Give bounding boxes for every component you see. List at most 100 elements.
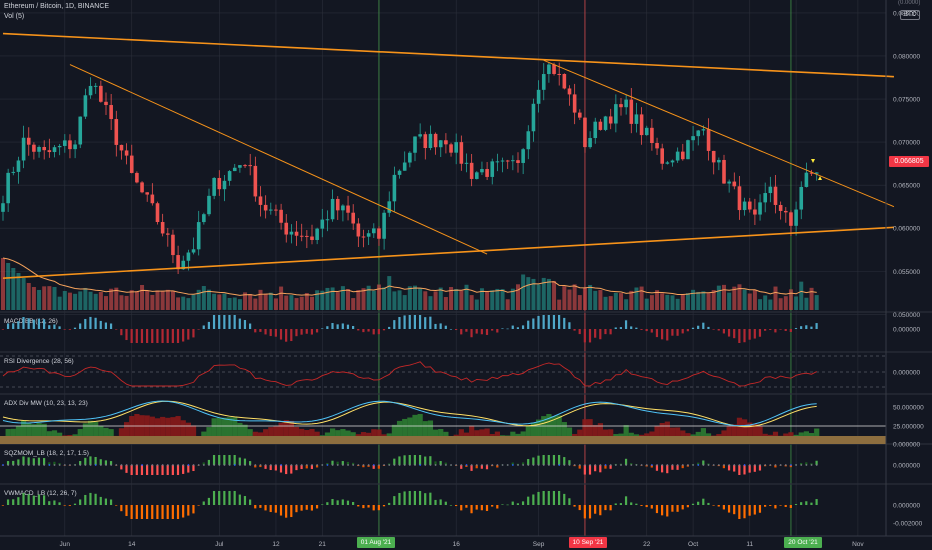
adx-area xyxy=(783,433,789,436)
adx-area xyxy=(139,415,145,436)
sqzmom-dot xyxy=(264,464,267,466)
vwmacd-bar xyxy=(774,505,777,509)
volume-bar xyxy=(98,292,103,310)
volume-bar xyxy=(541,277,546,310)
sqzmom-bar xyxy=(480,465,483,469)
vwmacd-bar xyxy=(727,505,731,513)
volume-bar xyxy=(438,287,443,310)
sqzmom-bar xyxy=(702,460,705,465)
candle-body xyxy=(490,161,495,177)
vwmacd-bar xyxy=(604,505,607,511)
candle-body xyxy=(341,205,345,211)
price-tick-label: 0.085000 xyxy=(893,10,920,17)
sqzmom-bar xyxy=(722,465,725,469)
buy-signal-marker xyxy=(818,176,822,180)
adx-area xyxy=(180,420,186,436)
volume-bar xyxy=(696,291,701,310)
vwmacd-bar xyxy=(331,499,334,505)
volume-bar xyxy=(588,284,593,310)
adx-area xyxy=(67,434,73,436)
trend-lines[interactable] xyxy=(2,32,895,279)
sqzmom-dot xyxy=(259,464,262,466)
adx-area xyxy=(453,434,459,436)
candle-body xyxy=(93,85,98,87)
volume-bar xyxy=(778,298,783,310)
vwmacd-bar xyxy=(552,491,556,505)
macd-histogram-bar xyxy=(352,325,355,329)
candle-body xyxy=(717,159,721,163)
rsi-line xyxy=(2,361,817,387)
vwmacd-bar xyxy=(264,505,267,511)
vwmacd-bar xyxy=(403,491,406,505)
volume-bar xyxy=(310,296,314,310)
sqzmom-bar xyxy=(650,465,653,468)
vwmacd-bar xyxy=(197,505,200,506)
currency-badge[interactable]: BTC xyxy=(900,10,920,20)
macd-histogram-bar xyxy=(326,326,329,329)
adx-area xyxy=(257,432,264,436)
adx-area xyxy=(582,419,588,436)
sqzmom-dot xyxy=(656,464,658,466)
vwmacd-bar xyxy=(516,503,519,505)
candle-body xyxy=(464,162,469,164)
sqzmom-dot xyxy=(445,464,447,466)
vwmacd-bar xyxy=(434,499,437,505)
vwmacd-bar xyxy=(346,500,350,505)
vwmacd-bar xyxy=(743,505,746,519)
sqzmom-bar xyxy=(37,457,41,465)
vwmacd-bar xyxy=(140,505,144,519)
candle-body xyxy=(397,170,402,175)
macd-histogram-bar xyxy=(182,329,185,342)
price-candles[interactable] xyxy=(1,62,819,275)
sqzmom-bar xyxy=(800,462,803,465)
adx-area xyxy=(108,429,114,436)
macd-histogram-bar xyxy=(120,329,123,336)
macd-histogram-bar xyxy=(547,315,550,329)
adx-area xyxy=(690,434,696,436)
macd-histogram-bar xyxy=(197,329,200,330)
candle-body xyxy=(475,172,479,179)
macd-histogram-bar xyxy=(800,326,803,329)
macd-histogram-bar xyxy=(285,329,288,342)
sqzmom-dot xyxy=(815,464,818,466)
candle-body xyxy=(438,140,443,148)
volume-bar xyxy=(783,296,788,310)
sqzmom-dot xyxy=(305,464,308,466)
volume-bar xyxy=(165,289,170,310)
sqzmom-dot xyxy=(99,464,102,466)
volume-bar xyxy=(320,290,325,310)
vwmacd-bar xyxy=(521,501,525,505)
vwmacd-bar xyxy=(537,491,540,505)
sqzmom-bar xyxy=(151,465,154,475)
candle-body xyxy=(696,130,701,137)
adx-area xyxy=(618,433,624,436)
sqzmom-dot xyxy=(810,464,813,466)
adx-area xyxy=(613,434,619,436)
macd-histogram-bar xyxy=(300,329,303,335)
adx-area xyxy=(87,420,94,436)
macd-histogram-bar xyxy=(485,329,489,335)
adx-area xyxy=(536,419,542,436)
sqzmom-dot xyxy=(79,464,82,466)
candle-body xyxy=(655,142,659,149)
macd-histogram-bar xyxy=(815,323,818,329)
date-label-aug: 01 Aug '21 xyxy=(357,537,395,548)
candle-body xyxy=(598,121,603,130)
macd-histogram-bar xyxy=(264,329,267,335)
adx-area xyxy=(124,422,130,436)
candle-body xyxy=(366,233,371,237)
sqzmom-bar xyxy=(331,460,334,465)
macd-histogram-bar xyxy=(583,329,586,343)
sqzmom-dot xyxy=(702,464,705,466)
trend-line xyxy=(69,64,488,255)
sqzmom-bar xyxy=(697,462,700,465)
sqzmom-dot xyxy=(609,464,612,466)
adx-area xyxy=(731,424,737,436)
adx-area xyxy=(51,430,58,436)
candle-body xyxy=(315,228,319,240)
macd-histogram-bar xyxy=(449,328,453,330)
price-tick-label: 0.060000 xyxy=(893,226,920,233)
sqzmom-dot xyxy=(542,464,545,466)
macd-histogram-bar xyxy=(115,329,118,330)
